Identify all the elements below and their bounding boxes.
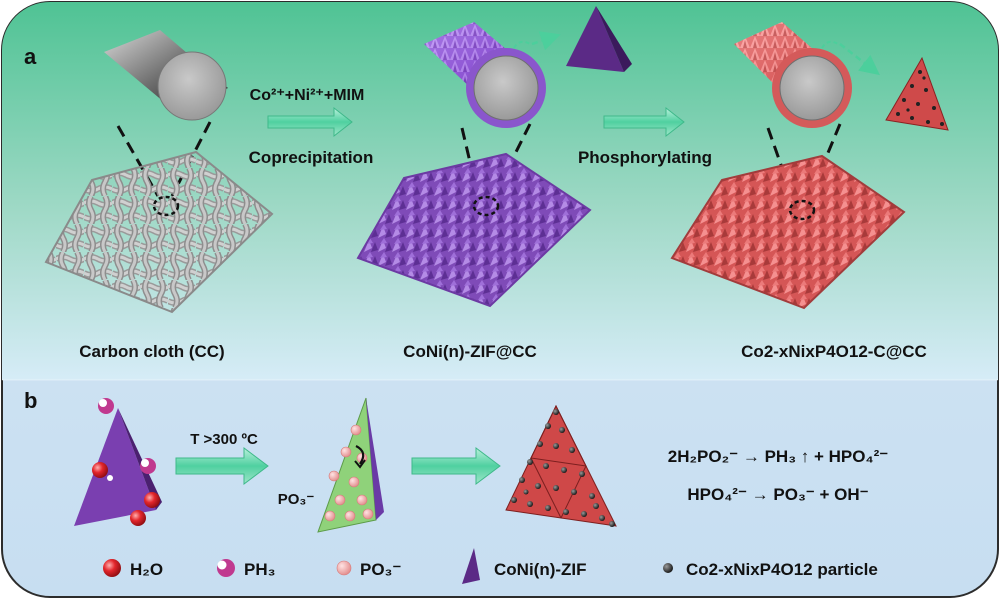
- legend: H₂O PH₃ PO₃⁻ CoNi(n)-ZIF Co2-xNixP4O12 p…: [103, 548, 878, 584]
- legend-item-zif: CoNi(n)-ZIF: [462, 548, 587, 584]
- product-cloth-mesh: [670, 154, 906, 310]
- po3-label: PO₃⁻: [278, 491, 315, 508]
- zif-triangle-icon: [462, 548, 480, 584]
- phosphorylating-label: Phosphorylating: [578, 148, 712, 167]
- svg-text:PH₃: PH₃: [244, 560, 275, 579]
- zif-crystal-icon: [566, 6, 632, 72]
- equation-1: 2H₂PO₂⁻ → PH₃ ↑ + HPO₄²⁻: [668, 447, 888, 466]
- ph3-icon: [217, 559, 235, 577]
- svg-text:PO₃⁻: PO₃⁻: [360, 560, 401, 579]
- phosphorylation-arrow-icon: [411, 447, 501, 485]
- legend-item-h2o: H₂O: [103, 559, 163, 579]
- particle-icon: [663, 563, 673, 573]
- phosphorylating-arrow-icon: [603, 106, 685, 138]
- coprecipitation-label: Coprecipitation: [249, 148, 374, 167]
- po3-triangle: [317, 397, 384, 533]
- legend-item-ph3: PH₃: [217, 559, 275, 579]
- svg-text:H₂O: H₂O: [130, 560, 163, 579]
- temperature-condition: T >300 ºC: [190, 431, 258, 448]
- panel-b-letter: b: [24, 388, 37, 413]
- zif-cloth-mesh: [356, 152, 592, 308]
- svg-text:Co2-xNixP4O12 particle: Co2-xNixP4O12 particle: [686, 560, 878, 579]
- legend-item-particle: Co2-xNixP4O12 particle: [663, 560, 878, 579]
- product-rod-icon: [734, 22, 852, 128]
- product-triangle: [505, 404, 617, 527]
- heating-arrow-icon: [175, 447, 269, 485]
- carbon-cloth-label: Carbon cloth (CC): [79, 342, 224, 361]
- reagent-label: Co²⁺+Ni²⁺+MIM: [250, 87, 365, 104]
- zif-cc-label: CoNi(n)-ZIF@CC: [403, 342, 537, 361]
- h2o-icon: [103, 559, 121, 577]
- product-crystal-icon: [885, 56, 949, 131]
- svg-text:CoNi(n)-ZIF: CoNi(n)-ZIF: [494, 560, 587, 579]
- carbon-rod-icon: [104, 30, 228, 121]
- zif-triangle-with-molecules: [74, 398, 162, 526]
- zif-rod-icon: [424, 22, 546, 128]
- carbon-cloth-mesh: [44, 150, 274, 314]
- panel-a-letter: a: [24, 44, 37, 69]
- legend-item-po3: PO₃⁻: [336, 560, 401, 579]
- product-cc-label: Co2-xNixP4O12-C@CC: [741, 342, 927, 361]
- po3-icon: [336, 560, 352, 576]
- equation-2: HPO₄²⁻ → PO₃⁻ + OH⁻: [687, 485, 868, 504]
- coprecipitation-arrow-icon: [267, 106, 353, 138]
